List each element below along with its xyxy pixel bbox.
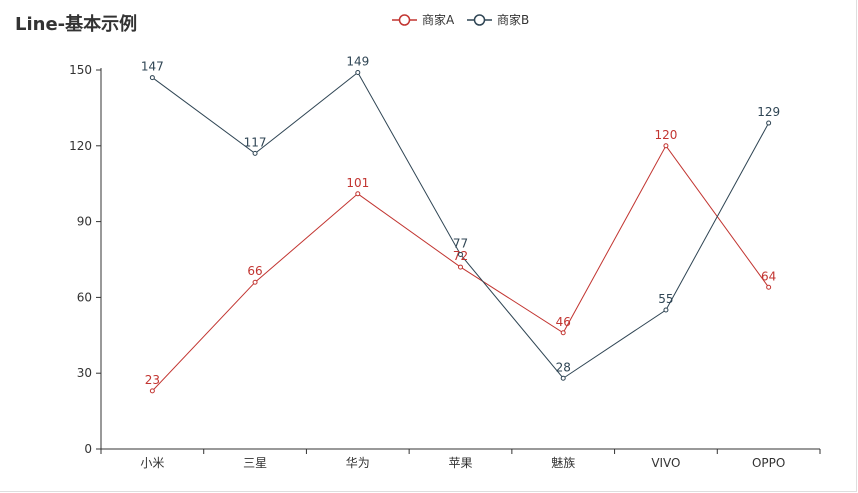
x-tick-label: 三星: [243, 456, 267, 470]
data-point[interactable]: [459, 252, 463, 256]
data-label: 23: [145, 373, 160, 387]
x-tick-label: 魅族: [551, 455, 575, 470]
data-label: 101: [346, 176, 369, 190]
data-label: 147: [141, 60, 164, 74]
legend-marker-icon[interactable]: [400, 15, 410, 25]
x-tick-label: 华为: [346, 456, 370, 470]
data-label: 46: [556, 315, 571, 329]
data-label: 55: [658, 292, 673, 306]
data-label: 149: [346, 55, 369, 69]
data-point[interactable]: [767, 121, 771, 125]
legend-label[interactable]: 商家A: [422, 12, 455, 27]
data-point[interactable]: [561, 331, 565, 335]
data-label: 117: [244, 135, 267, 149]
data-point[interactable]: [664, 144, 668, 148]
data-point[interactable]: [356, 71, 360, 75]
x-tick-label: 苹果: [448, 456, 472, 470]
x-tick-label: 小米: [140, 456, 164, 470]
series-line-2: [152, 73, 768, 379]
data-point[interactable]: [253, 151, 257, 155]
x-tick-label: OPPO: [752, 456, 785, 470]
data-label: 129: [757, 105, 780, 119]
data-label: 77: [453, 236, 468, 250]
data-point[interactable]: [767, 285, 771, 289]
data-point[interactable]: [356, 192, 360, 196]
data-label: 66: [247, 264, 262, 278]
data-label: 28: [556, 360, 571, 374]
y-tick-label: 120: [69, 139, 92, 153]
data-point[interactable]: [253, 280, 257, 284]
y-tick-label: 0: [84, 442, 92, 456]
data-label: 120: [654, 128, 677, 142]
y-tick-label: 150: [69, 63, 92, 77]
x-tick-label: VIVO: [651, 456, 680, 470]
data-point[interactable]: [459, 265, 463, 269]
data-point[interactable]: [150, 76, 154, 80]
legend-label[interactable]: 商家B: [497, 12, 529, 27]
y-tick-label: 30: [77, 366, 92, 380]
data-label: 64: [761, 269, 776, 283]
y-tick-label: 60: [77, 290, 92, 304]
data-point[interactable]: [664, 308, 668, 312]
legend-marker-icon[interactable]: [475, 15, 485, 25]
y-tick-label: 90: [77, 215, 92, 229]
data-point[interactable]: [561, 376, 565, 380]
data-point[interactable]: [150, 389, 154, 393]
